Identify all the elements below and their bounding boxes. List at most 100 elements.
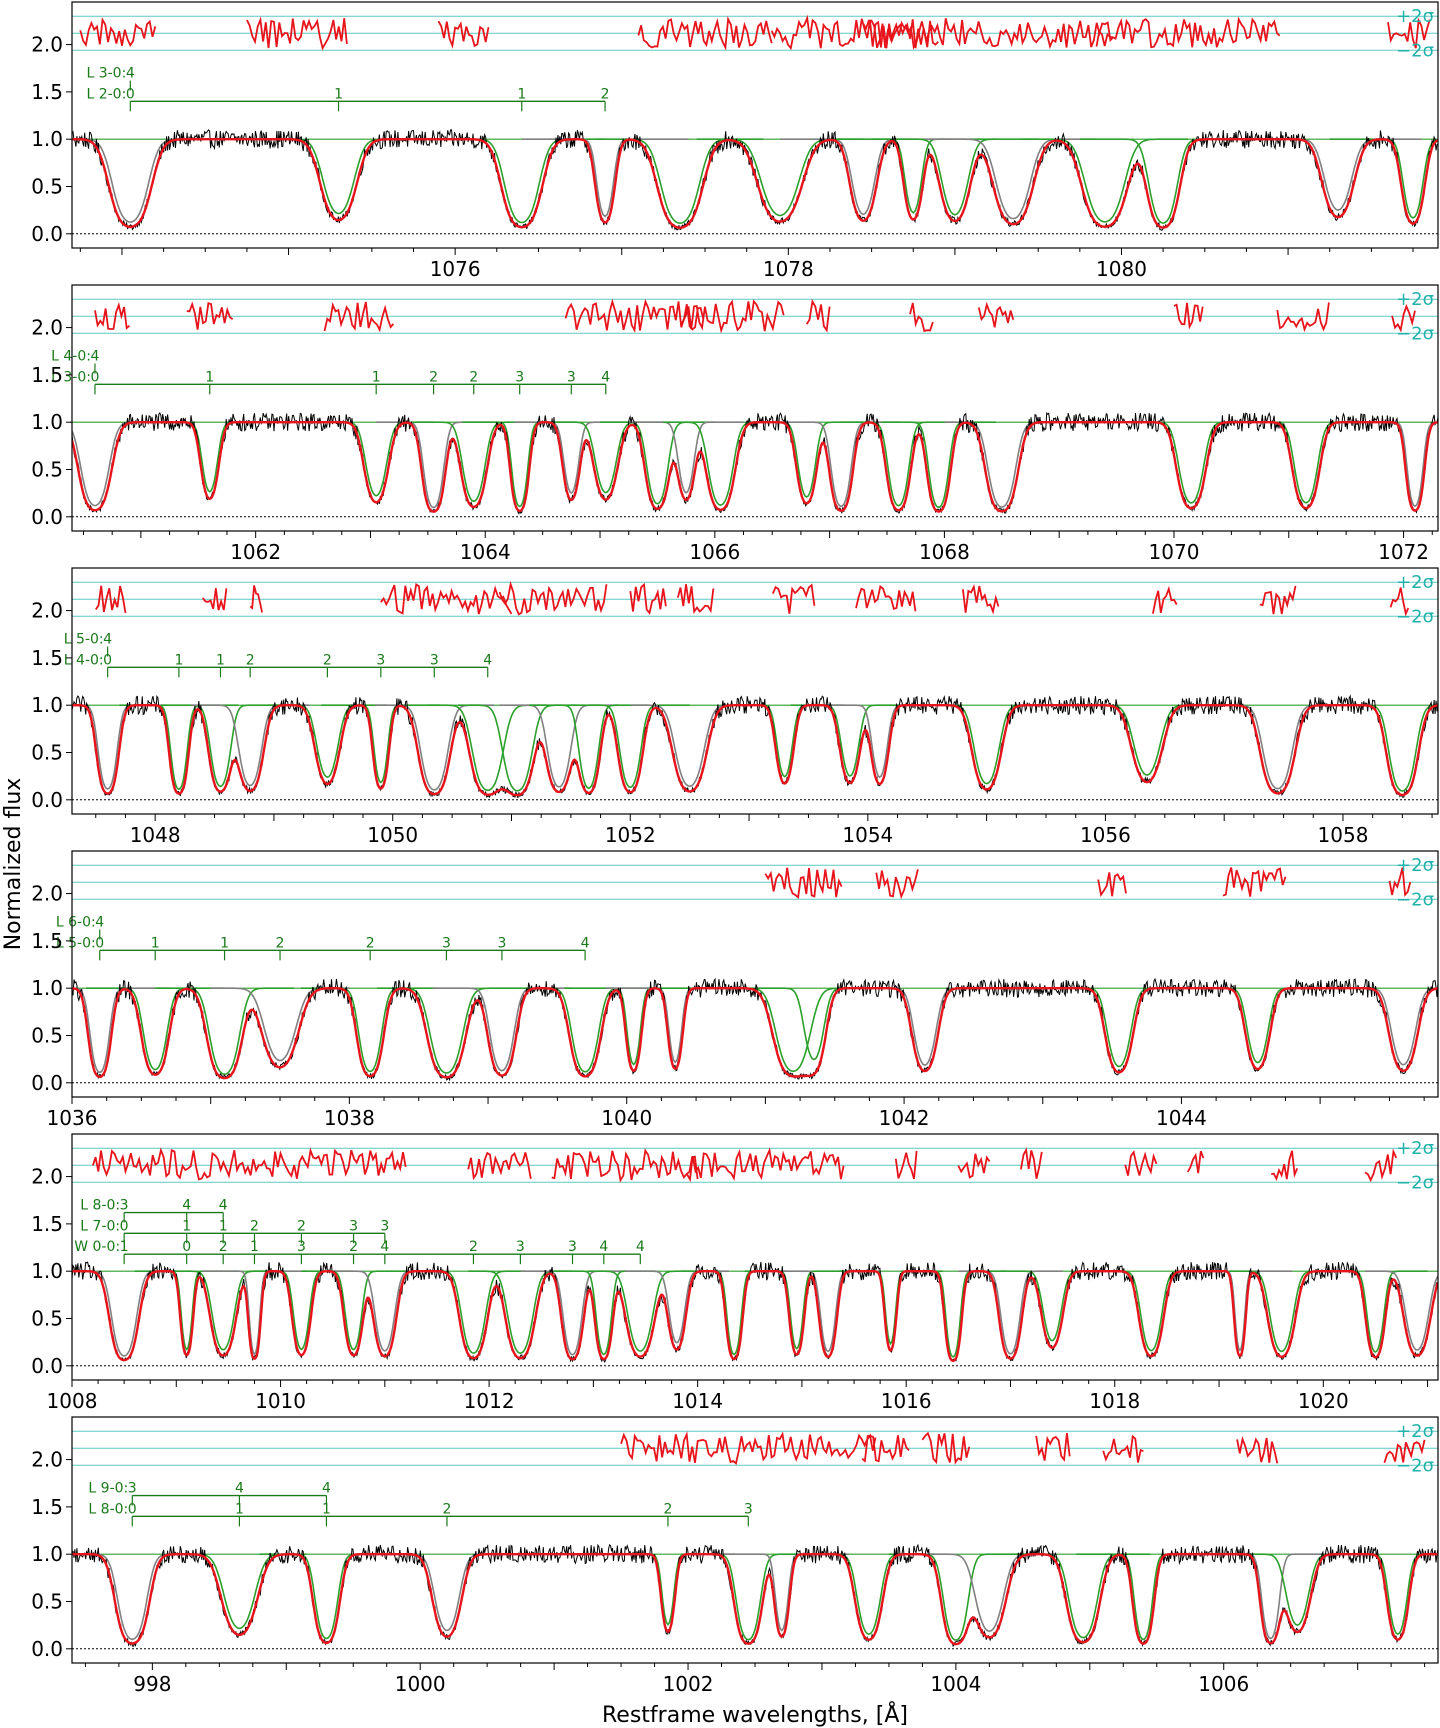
component-profile [119, 704, 239, 791]
component-profile [1076, 1553, 1211, 1641]
line-marker-label: 2 [246, 652, 255, 668]
component-profile [72, 987, 170, 1074]
component-profile [749, 421, 865, 498]
component-profile [901, 1270, 1006, 1358]
y-tick-label: 0.0 [31, 788, 63, 812]
observed-spectrum [72, 977, 1438, 1082]
line-series-label: L 2-0: [86, 86, 126, 102]
y-tick-label: 2.0 [31, 33, 63, 57]
line-marker-label: 1 [372, 369, 381, 385]
component-profile [725, 704, 845, 778]
sigma-plus-label: +2σ [1396, 572, 1434, 593]
panel-frame [71, 284, 1439, 532]
y-tick-label: 0.0 [31, 1637, 63, 1661]
y-tick-label: 1.5 [31, 1212, 63, 1236]
y-tick-label: 1.0 [31, 1259, 63, 1283]
x-tick-label: 1066 [689, 540, 740, 564]
residual-segment [686, 1147, 845, 1183]
line-marker-label: 4 [483, 652, 492, 668]
residual-segment [186, 301, 234, 330]
component-profile [1248, 421, 1364, 504]
sigma-minus-label: −2σ [1396, 323, 1434, 344]
residual-segment [246, 16, 348, 51]
y-tick-label: 0.5 [31, 1307, 63, 1331]
model-fit [72, 987, 1438, 1080]
line-marker-label: 2 [663, 1501, 672, 1517]
line-marker-label: 1 [182, 1218, 191, 1234]
panel-2: L 4-0: 4L 3-0: 0 1 1 2 2 3 3 4+2σ−2σ0.00.51.01.52… [31, 284, 1439, 564]
line-marker-label: 3 [376, 652, 385, 668]
sigma-minus-label: −2σ [1396, 889, 1434, 910]
component-profile [1133, 421, 1249, 504]
residual-segment [977, 301, 1015, 328]
component-profile [929, 138, 1097, 220]
observed-spectrum [72, 129, 1438, 231]
component-profile [744, 987, 884, 1061]
line-marker-label: 1 [205, 369, 214, 385]
residual-segment [1259, 585, 1297, 615]
component-profile [596, 138, 764, 225]
component-profile [1099, 1270, 1204, 1352]
residual-segment [201, 588, 228, 611]
line-marker-label: 2 [219, 1239, 228, 1255]
line-marker-label: 0 [120, 1218, 129, 1234]
component-profile [380, 1553, 514, 1632]
residual-segment [1391, 303, 1416, 333]
y-tick-label: 1.5 [31, 80, 63, 104]
component-profile [682, 1270, 787, 1356]
component-profile [681, 1553, 816, 1641]
component-profile [601, 1553, 735, 1627]
y-tick-label: 1.5 [31, 363, 63, 387]
residual-segment [249, 585, 263, 613]
x-tick-label: 1006 [1198, 1672, 1249, 1696]
x-tick-label: 998 [133, 1672, 171, 1696]
residual-segment [894, 1150, 918, 1180]
x-tick-label: 1010 [255, 1389, 306, 1413]
residual-segment [551, 1148, 699, 1183]
residual-segment [1035, 1432, 1071, 1462]
y-tick-label: 0.0 [31, 505, 63, 529]
line-marker-label: 1 [120, 1239, 129, 1255]
line-marker-label: 2 [469, 1239, 478, 1255]
y-tick-label: 2.0 [31, 316, 63, 340]
model-fit [72, 1270, 1438, 1363]
y-tick-label: 1.5 [31, 1495, 63, 1519]
residual-segment [1222, 867, 1287, 897]
line-series-label: L 5-0: [64, 632, 104, 648]
line-marker-label: 1 [235, 1501, 244, 1517]
component-profile [85, 987, 225, 1071]
line-marker-label: 4 [581, 935, 590, 951]
x-tick-label: 1048 [130, 823, 181, 847]
line-marker-label: 3 [442, 935, 451, 951]
line-series-label: L 4-0: [64, 652, 104, 668]
component-profile [210, 987, 350, 1062]
component-profile [570, 704, 690, 789]
residual-segment [95, 585, 127, 614]
component-profile [72, 1553, 200, 1641]
x-tick-label: 1012 [464, 1389, 515, 1413]
line-marker-label: 4 [601, 369, 610, 385]
component-profile [255, 138, 422, 215]
sigma-plus-label: +2σ [1396, 1421, 1434, 1442]
line-marker-label: 1 [220, 935, 229, 951]
residual-segment [1124, 1150, 1158, 1176]
panel-frame [71, 850, 1439, 1098]
x-tick-label: 1020 [1298, 1389, 1349, 1413]
line-marker-label: 4 [219, 1198, 228, 1214]
sigma-plus-label: +2σ [1396, 1138, 1434, 1159]
residual-segment [855, 585, 917, 612]
component-profile [783, 421, 899, 508]
line-marker-label: 0 [90, 369, 99, 385]
panel-6: L 9-0: 3 4 4L 8-0: 0 1 1 2 2 3+2σ−2σ0.00.51.01.52… [31, 1416, 1439, 1696]
panel-5: L 8-0: 3 4 4L 7-0: 0 1 1 2 2 3 3W 0-0: 1 0 2 1 3 2 4 2 3 3 4 4… [31, 1133, 1439, 1413]
residual-segment [770, 14, 939, 51]
y-tick-label: 0.5 [31, 741, 63, 765]
x-tick-label: 1072 [1378, 540, 1429, 564]
x-tick-label: 1078 [763, 257, 814, 281]
line-marker-label: 0 [126, 86, 135, 102]
residual-segment [323, 301, 395, 333]
sigma-plus-label: +2σ [1396, 855, 1434, 876]
line-marker-label: 4 [380, 1239, 389, 1255]
line-marker-label: 1 [322, 1501, 331, 1517]
residual-segment [1186, 1150, 1205, 1174]
